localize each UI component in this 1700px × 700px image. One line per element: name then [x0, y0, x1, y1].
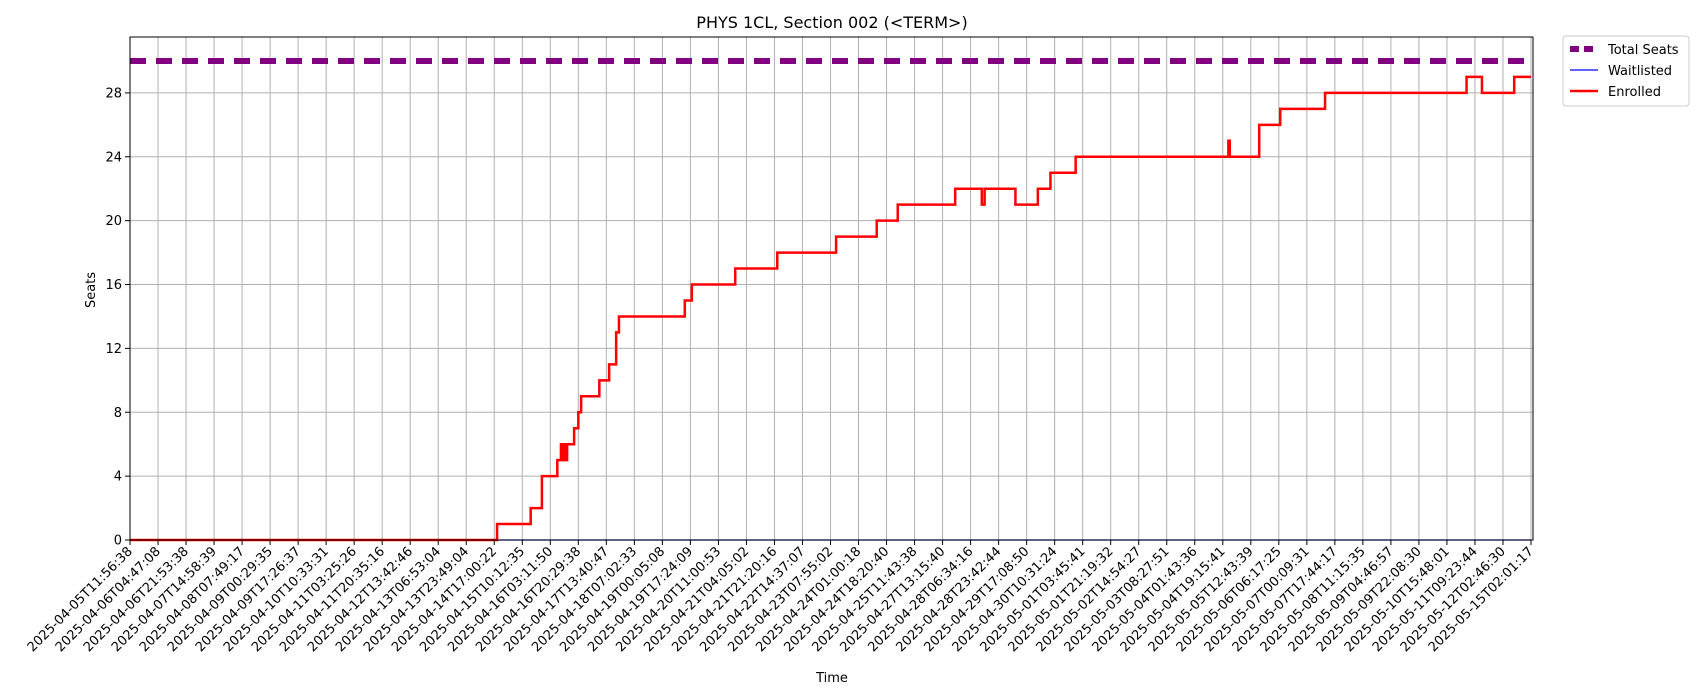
legend-label-enrolled: Enrolled: [1608, 85, 1661, 100]
chart-title: PHYS 1CL, Section 002 (<TERM>): [696, 13, 967, 32]
x-axis: 2025-04-05T11:56:382025-04-06T04:47:0820…: [25, 540, 1537, 655]
y-axis: 0 4 8 12 16 20 24 28: [105, 86, 130, 549]
x-axis-label: Time: [815, 671, 848, 686]
legend-label-waitlisted: Waitlisted: [1608, 64, 1672, 79]
legend-frame: [1562, 35, 1690, 107]
plot-area-frame: [129, 36, 1534, 541]
legend-label-total-seats: Total Seats: [1607, 43, 1679, 58]
y-tick-label: 20: [105, 214, 122, 229]
y-tick-label: 12: [105, 342, 122, 357]
y-tick-label: 0: [114, 534, 122, 549]
legend: Total Seats Waitlisted Enrolled: [1562, 35, 1690, 107]
y-tick-label: 4: [114, 470, 122, 485]
y-axis-label: Seats: [84, 272, 99, 308]
series-line-enrolled: [130, 75, 1531, 542]
y-tick-label: 28: [105, 86, 122, 101]
y-tick-label: 8: [114, 406, 122, 421]
y-tick-label: 24: [105, 150, 122, 165]
grid: [129, 37, 1533, 541]
y-tick-label: 16: [105, 278, 122, 293]
